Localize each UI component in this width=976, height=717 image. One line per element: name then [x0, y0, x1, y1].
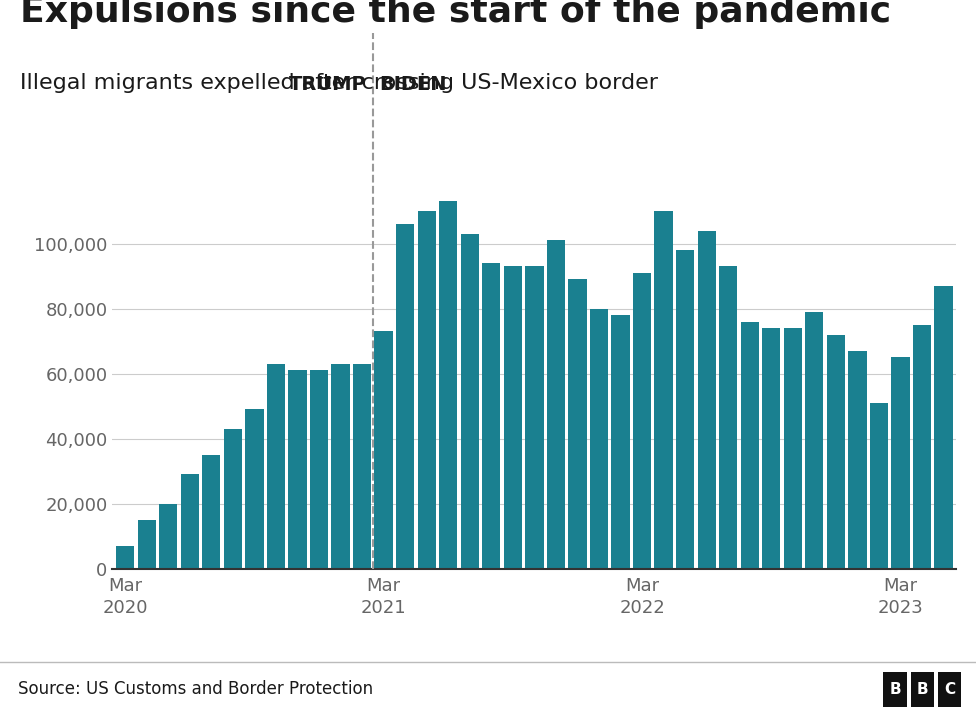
Bar	[891, 357, 910, 569]
Bar	[827, 335, 845, 569]
Bar	[138, 520, 156, 569]
Bar	[938, 673, 961, 706]
Text: Illegal migrants expelled after crossing US-Mexico border: Illegal migrants expelled after crossing…	[20, 73, 658, 93]
Bar	[482, 263, 501, 569]
Bar	[632, 273, 651, 569]
Bar	[611, 315, 630, 569]
Bar	[883, 673, 907, 706]
Bar	[375, 331, 392, 569]
Bar	[934, 286, 953, 569]
Bar	[568, 280, 587, 569]
Bar	[676, 250, 694, 569]
Bar	[245, 409, 264, 569]
Text: B: B	[916, 682, 928, 697]
Bar	[784, 328, 802, 569]
Bar	[913, 325, 931, 569]
Bar	[848, 351, 867, 569]
Bar	[911, 673, 934, 706]
Text: Expulsions since the start of the pandemic: Expulsions since the start of the pandem…	[20, 0, 891, 29]
Bar	[439, 201, 458, 569]
Bar	[224, 429, 242, 569]
Bar	[181, 475, 199, 569]
Bar	[719, 266, 737, 569]
Bar	[202, 455, 221, 569]
Bar	[525, 266, 544, 569]
Text: B: B	[889, 682, 901, 697]
Text: C: C	[944, 682, 956, 697]
Bar	[159, 503, 178, 569]
Bar	[266, 364, 285, 569]
Bar	[288, 370, 306, 569]
Bar	[870, 403, 888, 569]
Text: TRUMP: TRUMP	[289, 75, 366, 95]
Bar	[396, 224, 414, 569]
Bar	[655, 211, 672, 569]
Bar	[762, 328, 781, 569]
Bar	[504, 266, 522, 569]
Bar	[461, 234, 479, 569]
Bar	[805, 312, 824, 569]
Text: BIDEN: BIDEN	[380, 75, 447, 95]
Text: Source: US Customs and Border Protection: Source: US Customs and Border Protection	[18, 680, 373, 698]
Bar	[698, 231, 715, 569]
Bar	[116, 546, 135, 569]
Bar	[741, 322, 759, 569]
Bar	[590, 308, 608, 569]
Bar	[309, 370, 328, 569]
Bar	[418, 211, 436, 569]
Bar	[547, 240, 565, 569]
Bar	[353, 364, 371, 569]
Bar	[332, 364, 349, 569]
